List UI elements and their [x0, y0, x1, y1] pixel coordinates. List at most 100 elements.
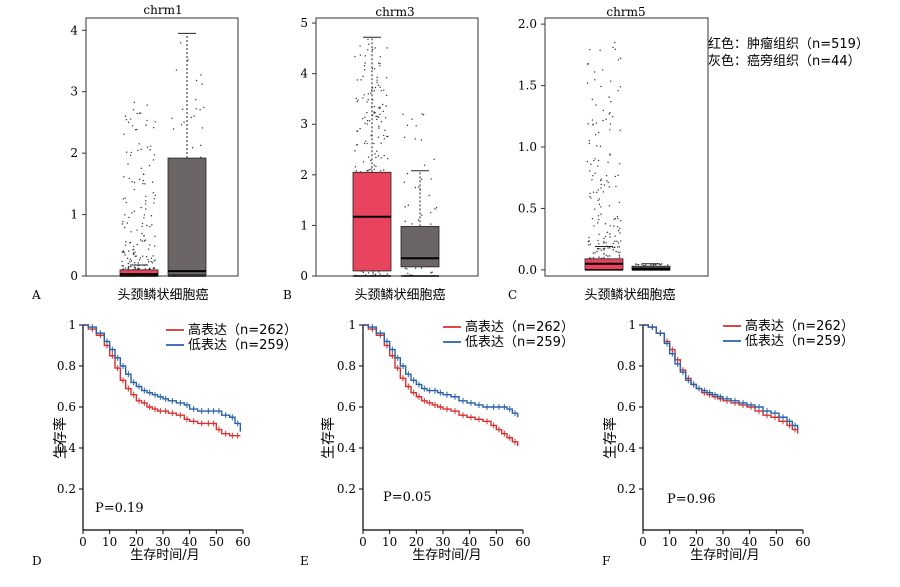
jitter-point: [367, 38, 369, 41]
jitter-point: [661, 263, 663, 265]
jitter-point: [134, 251, 136, 253]
jitter-point: [617, 217, 619, 220]
jitter-point: [613, 41, 616, 44]
jitter-point: [597, 159, 600, 162]
jitter-point: [138, 178, 141, 180]
jitter-point: [136, 243, 138, 246]
jitter-point: [598, 218, 600, 221]
jitter-point: [122, 198, 125, 200]
jitter-point: [411, 223, 413, 225]
jitter-point: [608, 247, 611, 249]
jitter-point: [588, 236, 590, 239]
jitter-point: [130, 231, 132, 233]
jitter-point: [367, 169, 369, 172]
jitter-point: [606, 180, 608, 182]
jitter-point: [372, 273, 374, 275]
jitter-point: [597, 222, 599, 224]
jitter-point: [618, 201, 621, 204]
jitter-point: [362, 271, 365, 274]
jitter-point: [602, 191, 605, 193]
y-tick-label: 1: [348, 318, 356, 332]
jitter-point: [616, 215, 619, 218]
panel-d-ylabel: 生存率: [52, 417, 69, 459]
panel-f-pvalue: P=0.96: [667, 492, 716, 507]
jitter-point: [133, 248, 135, 251]
jitter-point: [147, 258, 149, 261]
jitter-point: [421, 113, 423, 115]
jitter-point: [130, 260, 133, 262]
y-tick-label: 0.8: [337, 359, 356, 373]
jitter-point: [591, 98, 594, 101]
jitter-point: [619, 163, 621, 165]
jitter-point: [597, 239, 599, 242]
jitter-point: [146, 224, 148, 227]
jitter-point: [591, 217, 594, 220]
jitter-point: [149, 149, 151, 151]
jitter-point: [130, 151, 133, 154]
jitter-point: [367, 49, 369, 51]
jitter-point: [195, 108, 197, 110]
jitter-point: [589, 48, 591, 51]
y-tick-label: 0.6: [337, 400, 356, 414]
jitter-point: [129, 241, 132, 244]
jitter-point: [141, 225, 143, 228]
jitter-point: [597, 248, 599, 250]
jitter-point: [384, 117, 387, 119]
plot-frame: [85, 17, 239, 277]
jitter-point: [143, 240, 146, 242]
jitter-point: [378, 271, 380, 273]
jitter-point: [406, 268, 408, 270]
y-tick-label: 1.0: [518, 140, 537, 154]
jitter-point: [370, 92, 372, 94]
y-tick-label: 0.6: [57, 400, 76, 414]
jitter-point: [615, 250, 617, 253]
jitter-point: [431, 271, 433, 273]
y-tick-label: 0.4: [337, 441, 356, 455]
jitter-point: [139, 239, 142, 241]
jitter-point: [153, 260, 155, 262]
jitter-point: [145, 208, 147, 210]
jitter-point: [147, 248, 150, 250]
jitter-point: [133, 210, 135, 212]
jitter-point: [122, 220, 124, 223]
jitter-point: [370, 168, 372, 170]
jitter-point: [354, 166, 357, 168]
jitter-point: [594, 208, 596, 210]
jitter-point: [132, 109, 135, 111]
jitter-point: [367, 156, 370, 158]
jitter-point: [406, 172, 409, 175]
jitter-point: [153, 154, 156, 156]
jitter-point: [653, 264, 655, 266]
jitter-point: [587, 123, 589, 125]
jitter-point: [133, 101, 135, 104]
jitter-point: [602, 109, 605, 112]
jitter-point: [616, 225, 619, 228]
jitter-point: [131, 180, 133, 183]
jitter-point: [147, 261, 150, 263]
jitter-point: [435, 207, 438, 209]
jitter-point: [140, 167, 143, 170]
jitter-point: [609, 112, 611, 114]
panel-letter-e: E: [300, 554, 309, 568]
x-tick-label: 40: [462, 535, 477, 549]
jitter-point: [379, 56, 382, 58]
jitter-point: [608, 113, 610, 115]
jitter-point: [140, 112, 142, 114]
jitter-point: [598, 203, 601, 206]
jitter-point: [132, 252, 135, 254]
jitter-point: [598, 256, 600, 258]
jitter-point: [150, 145, 152, 147]
jitter-point: [595, 191, 598, 194]
x-tick-label: 0: [639, 535, 647, 549]
jitter-point: [133, 253, 135, 256]
jitter-point: [125, 201, 127, 204]
jitter-point: [378, 107, 380, 109]
jitter-point: [415, 125, 417, 127]
jitter-point: [612, 242, 614, 245]
jitter-point: [144, 239, 147, 241]
jitter-point: [150, 257, 153, 259]
jitter-point: [600, 187, 602, 189]
jitter-point: [149, 225, 151, 228]
jitter-point: [609, 233, 611, 235]
jitter-point: [608, 205, 611, 207]
